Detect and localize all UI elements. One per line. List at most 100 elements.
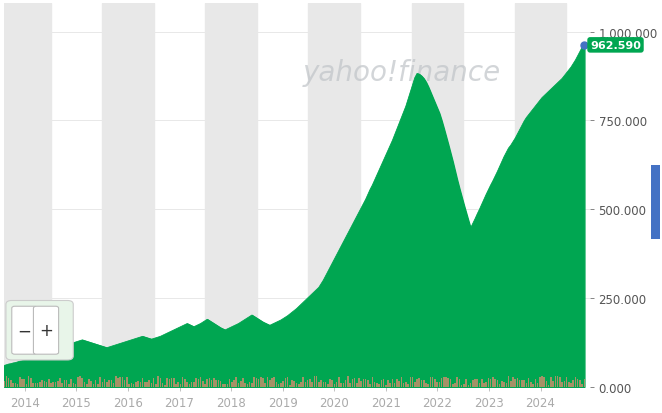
Bar xyxy=(242,378,244,387)
Bar xyxy=(291,380,293,387)
Bar xyxy=(166,378,168,387)
Bar xyxy=(75,384,76,387)
Bar xyxy=(240,381,242,387)
Bar xyxy=(55,382,56,387)
Bar xyxy=(269,380,271,387)
Bar xyxy=(490,379,491,387)
Bar xyxy=(492,377,494,387)
Bar xyxy=(285,378,286,387)
Bar xyxy=(550,377,551,387)
Bar xyxy=(182,377,183,387)
Bar xyxy=(483,383,485,387)
Bar xyxy=(477,379,478,387)
Bar xyxy=(508,376,509,387)
Bar xyxy=(387,380,389,387)
Bar xyxy=(314,376,315,387)
Bar xyxy=(298,384,299,387)
Bar xyxy=(443,377,445,387)
Bar xyxy=(153,378,154,387)
Bar xyxy=(501,382,502,387)
Bar xyxy=(189,384,190,387)
Bar xyxy=(10,380,12,387)
Bar xyxy=(273,377,275,387)
Bar xyxy=(226,385,228,387)
Bar xyxy=(305,382,307,387)
Bar xyxy=(124,380,126,387)
Bar xyxy=(293,381,295,387)
Bar xyxy=(369,384,371,387)
Bar xyxy=(287,377,289,387)
Bar xyxy=(454,383,455,387)
Bar xyxy=(309,379,310,387)
Bar xyxy=(104,379,105,387)
Bar xyxy=(162,383,164,387)
Bar xyxy=(367,380,369,387)
Bar xyxy=(130,383,132,387)
Bar xyxy=(472,380,473,387)
Bar xyxy=(146,382,148,387)
Bar xyxy=(365,379,367,387)
Bar xyxy=(249,382,250,387)
Bar xyxy=(102,4,154,387)
Bar xyxy=(113,383,115,387)
Bar xyxy=(93,384,94,387)
Bar xyxy=(461,385,463,387)
Bar xyxy=(526,383,527,387)
Bar xyxy=(57,381,58,387)
Bar xyxy=(300,382,302,387)
Bar xyxy=(438,382,440,387)
Bar xyxy=(37,383,38,387)
Bar xyxy=(254,377,255,387)
Bar xyxy=(488,378,489,387)
Bar xyxy=(88,379,90,387)
Bar xyxy=(519,380,520,387)
Bar xyxy=(421,380,422,387)
Bar xyxy=(68,385,70,387)
Bar xyxy=(399,382,400,387)
Bar xyxy=(474,379,476,387)
Bar xyxy=(548,385,549,387)
Bar xyxy=(459,380,460,387)
Bar xyxy=(73,383,74,387)
Bar xyxy=(133,385,134,387)
Bar xyxy=(581,384,583,387)
Bar xyxy=(334,384,335,387)
Bar xyxy=(378,385,380,387)
Bar xyxy=(481,379,483,387)
Bar xyxy=(506,382,507,387)
Bar xyxy=(46,382,48,387)
Bar xyxy=(191,382,193,387)
Bar xyxy=(267,377,268,387)
Bar xyxy=(238,382,239,387)
Bar xyxy=(39,382,40,387)
Bar xyxy=(260,377,261,387)
Bar xyxy=(13,383,14,387)
Bar xyxy=(44,381,45,387)
Bar xyxy=(83,382,85,387)
Bar xyxy=(430,377,431,387)
Bar xyxy=(389,383,391,387)
Bar xyxy=(244,383,246,387)
Bar xyxy=(311,382,313,387)
Bar xyxy=(77,377,79,387)
Bar xyxy=(465,379,467,387)
Bar xyxy=(503,382,505,387)
Bar xyxy=(479,383,481,387)
Text: yahoo!finance: yahoo!finance xyxy=(303,59,501,87)
Bar xyxy=(363,379,364,387)
Bar xyxy=(229,379,230,387)
Bar xyxy=(137,381,139,387)
Bar xyxy=(251,383,253,387)
Bar xyxy=(577,379,579,387)
Bar xyxy=(111,380,112,387)
Bar xyxy=(26,385,27,387)
Bar xyxy=(86,384,87,387)
Bar xyxy=(184,380,186,387)
Bar xyxy=(407,384,409,387)
Bar xyxy=(360,382,362,387)
Bar xyxy=(0,4,50,387)
Bar xyxy=(570,383,572,387)
FancyBboxPatch shape xyxy=(6,301,73,360)
Bar xyxy=(383,379,385,387)
Bar xyxy=(394,383,395,387)
